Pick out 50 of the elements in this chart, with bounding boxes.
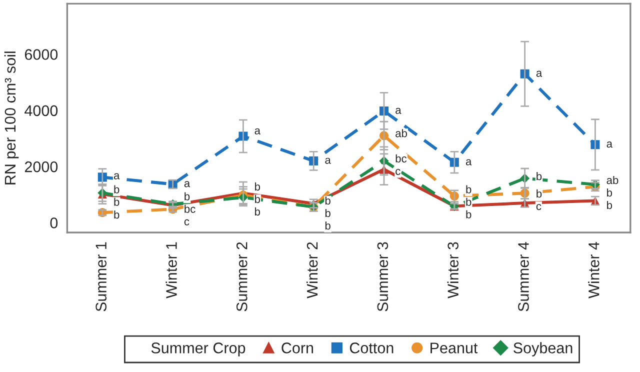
annotation: b — [466, 210, 472, 218]
y-tick-label: 0 — [50, 218, 58, 228]
y-tick-label: 2000 — [24, 161, 58, 172]
x-tick-label: Summer 4 — [518, 242, 529, 312]
annotation: b — [466, 185, 472, 194]
annotation: b — [607, 200, 612, 210]
x-tick-label: Summer 1 — [96, 242, 106, 312]
annotation: b — [255, 207, 260, 216]
annotation: a — [254, 128, 260, 134]
legend-title: Summer Crop — [151, 342, 246, 356]
annotation: a — [606, 142, 612, 148]
annotation: b — [325, 196, 330, 205]
annotation: b — [114, 198, 120, 206]
annotation: c — [184, 219, 190, 226]
annotation: b — [255, 194, 260, 204]
annotation: b — [607, 188, 612, 197]
x-tick-label: Summer 3 — [377, 242, 388, 312]
annotation: b — [536, 172, 542, 180]
annotation: b — [114, 185, 120, 194]
x-tick-label: Winter 3 — [447, 242, 458, 298]
y-axis-title: RN per 100 cm³ soil — [4, 52, 19, 184]
annotation: b — [184, 192, 190, 200]
legend-label: Soybean — [514, 342, 572, 356]
annotation: bc — [396, 154, 407, 162]
annotation: a — [536, 70, 542, 77]
annotation: bc — [184, 204, 196, 213]
x-tick-label: Winter 4 — [588, 242, 600, 298]
y-tick-label: 6000 — [24, 49, 58, 60]
annotation: b — [255, 182, 260, 191]
legend-label: Corn — [282, 342, 314, 354]
legend-label: Cotton — [350, 342, 394, 354]
annotation: a — [184, 181, 190, 188]
annotation: ab — [606, 176, 618, 184]
x-tick-label: Winter 2 — [306, 242, 318, 298]
annotation: a — [114, 173, 120, 180]
annotation: a — [466, 159, 472, 166]
annotation: a — [325, 158, 331, 164]
y-tick-label: 4000 — [24, 105, 58, 116]
annotation: c — [536, 204, 542, 210]
annotation: b — [325, 221, 330, 230]
x-tick-label: Winter 1 — [166, 242, 177, 298]
x-tick-label: Summer 2 — [236, 242, 248, 312]
annotation: b — [536, 189, 542, 198]
annotation: a — [396, 108, 402, 114]
legend-label: Peanut — [430, 342, 478, 354]
annotation: b — [114, 210, 120, 219]
annotation: ab — [396, 129, 408, 138]
annotation: b — [466, 198, 472, 206]
annotation: c — [396, 168, 400, 175]
annotation: b — [325, 208, 330, 218]
